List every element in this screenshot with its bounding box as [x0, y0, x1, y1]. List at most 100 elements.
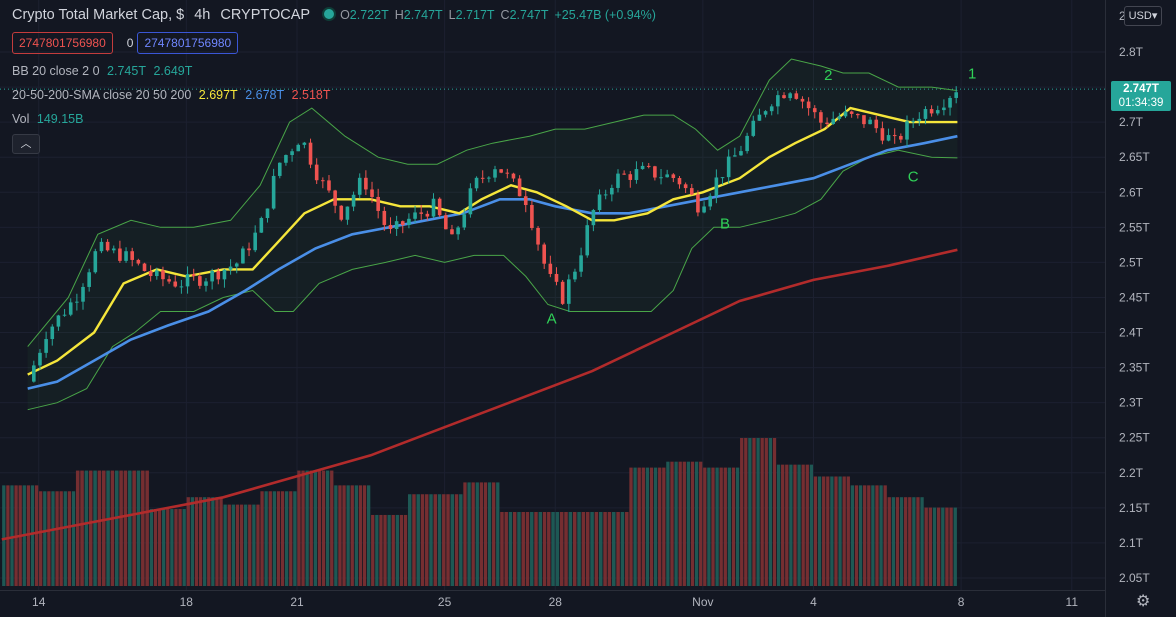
volume-bar — [429, 494, 433, 586]
gear-icon[interactable]: ⚙ — [1136, 593, 1151, 610]
alert-value-left[interactable]: 2747801756980 — [12, 32, 113, 54]
candle-body — [837, 116, 842, 119]
volume-legend[interactable]: Vol 149.15B — [12, 112, 87, 126]
sma50-line — [27, 134, 958, 390]
candle-body — [530, 205, 534, 228]
volume-bar — [272, 491, 277, 586]
volume-bar — [101, 470, 106, 586]
sma-legend[interactable]: 20-50-200-SMA close 20 50 200 2.697T 2.6… — [12, 88, 335, 102]
candle-body — [382, 210, 387, 225]
volume-bar — [813, 476, 818, 586]
volume-bar — [34, 485, 39, 586]
candle-body — [394, 221, 399, 229]
volume-bar — [321, 470, 326, 586]
candle-body — [905, 121, 909, 140]
candle-body — [480, 177, 485, 179]
currency-dropdown[interactable]: USD▾ — [1124, 6, 1162, 26]
candle-body — [566, 279, 571, 304]
volume-bar — [912, 497, 916, 586]
candle-body — [241, 248, 245, 264]
time-axis[interactable]: 14 18 21 25 28 Nov 4 8 11 — [32, 595, 1078, 609]
volume-bar — [871, 485, 875, 586]
candle-body — [874, 119, 879, 129]
candle-body — [284, 155, 288, 163]
volume-bar — [305, 470, 309, 586]
chevron-up-icon: ︿ — [20, 138, 32, 150]
time-tick-label: Nov — [692, 595, 713, 609]
volume-bar — [97, 470, 102, 586]
candle-body — [450, 229, 454, 235]
time-tick-label: 28 — [549, 595, 563, 609]
volume-bar — [354, 485, 358, 586]
candle-body — [487, 177, 491, 179]
candles — [32, 86, 958, 383]
interval-label[interactable]: 4h — [194, 7, 211, 23]
candle-body — [560, 281, 565, 304]
price-tick-label: 2.7T — [1119, 115, 1144, 129]
volume-bar — [949, 507, 953, 586]
candle-body — [444, 215, 448, 230]
collapse-legend-button[interactable]: ︿ — [12, 134, 40, 154]
candle-body — [788, 93, 792, 99]
volume-bar — [442, 494, 446, 586]
candle-body — [929, 109, 934, 114]
candle-body — [677, 178, 682, 185]
volume-bar — [463, 482, 467, 586]
volume-bar — [264, 491, 268, 586]
volume-bar — [420, 494, 425, 586]
volume-bar — [674, 461, 678, 586]
volume-bar — [525, 512, 530, 586]
candle-body — [548, 263, 553, 274]
candle-body — [216, 271, 221, 280]
price-tick-label: 2.5T — [1119, 255, 1144, 269]
price-tick-label: 2.6T — [1119, 185, 1144, 199]
volume-bar — [55, 491, 59, 586]
volume-bar — [479, 482, 484, 586]
candle-body — [610, 187, 614, 195]
candle-body — [155, 270, 159, 277]
candle-body — [277, 162, 282, 176]
volume-bar — [883, 485, 887, 586]
candle-body — [856, 113, 860, 116]
symbol-title[interactable]: Crypto Total Market Cap, $ — [12, 7, 185, 23]
volume-bar — [500, 512, 504, 586]
candle-body — [616, 173, 620, 188]
volume-bar — [358, 485, 363, 586]
volume-bar — [690, 461, 695, 586]
volume-bar — [686, 461, 691, 586]
candle-body — [345, 206, 350, 220]
price-tick-label: 2.15T — [1119, 501, 1150, 515]
volume-bar — [945, 507, 949, 586]
candle-body — [683, 184, 688, 189]
time-tick-label: 18 — [180, 595, 194, 609]
candle-body — [388, 224, 393, 229]
candle-body — [831, 118, 836, 124]
volume-bar — [748, 438, 752, 586]
volume-bar — [941, 507, 945, 586]
volume-bar — [641, 467, 645, 586]
candle-body — [228, 266, 233, 270]
volume-bar — [166, 509, 170, 586]
candle-body — [302, 142, 307, 145]
bb-legend[interactable]: BB 20 close 2 0 2.745T 2.649T — [12, 64, 196, 78]
candle-body — [130, 251, 135, 260]
volume-bar — [916, 497, 920, 586]
candle-body — [825, 122, 829, 124]
candle-body — [364, 177, 368, 190]
alert-value-right[interactable]: 2747801756980 — [137, 32, 239, 54]
volume-bar — [603, 512, 607, 586]
candle-body — [407, 218, 411, 225]
volume-bar — [699, 461, 703, 586]
candle-body — [400, 221, 405, 225]
candle-body — [265, 208, 270, 219]
volume-bar — [649, 467, 654, 586]
candle-body — [646, 165, 651, 167]
candle-body — [954, 92, 958, 98]
chart-annotation: C — [908, 169, 919, 186]
volume-bar — [450, 494, 455, 586]
volume-bar — [43, 491, 47, 586]
price-tick-label: 2.45T — [1119, 290, 1150, 304]
volume-bar — [620, 512, 625, 586]
volume-bar — [559, 512, 564, 586]
candle-body — [745, 135, 749, 152]
